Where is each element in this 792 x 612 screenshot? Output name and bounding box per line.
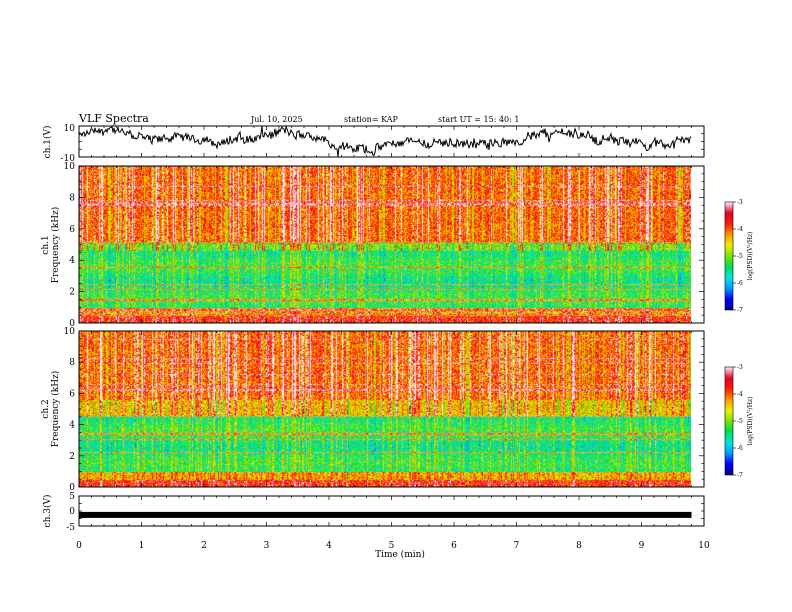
colorbar-tick-label: -3 [737,199,743,206]
ch3-ytick-minus5: -5 [66,523,75,533]
ch1-ytick-10: 10 [64,124,76,134]
ch1-spectrogram-ylabel: Frequency (kHz) [50,207,61,284]
colorbar-tick-label: -3 [737,364,743,371]
ch1-spectrogram-image [79,166,691,323]
ch2-colorbar-frame [724,366,734,476]
ch2-spectrogram-frame [78,330,705,488]
ch2-spectrogram-ylabel: Frequency (kHz) [50,371,61,448]
ch2-colorbar-ticks: -3 -4 -5 -6 -7 [733,364,743,479]
colorbar-tick-label: -5 [737,418,743,425]
y-tick-label: 0 [69,319,75,329]
ch2-spectrogram-yticks: 0 2 4 6 8 10 [64,327,704,493]
ch2-spectrogram-ylabel-top: ch.2 [41,399,51,418]
x-tick-label: 1 [139,541,145,551]
figure-title: VLF Spectra [79,112,149,125]
colorbar-tick-label: -7 [737,472,743,479]
colorbar-tick-label: -5 [737,253,743,260]
x-tick-label: 7 [514,541,520,551]
colorbar-tick-label: -4 [737,391,743,398]
ch1-colorbar-frame [724,201,734,311]
y-tick-label: 0 [69,483,75,493]
x-tick-label: 6 [451,541,457,551]
y-tick-label: 2 [69,452,75,462]
x-tick-label: 0 [76,541,82,551]
colorbar-tick-label: -4 [737,226,743,233]
x-tick-label: 4 [326,541,332,551]
y-tick-label: 10 [64,327,76,337]
x-axis-label: Time (min) [375,549,425,560]
station-label: station= KAP [344,115,398,124]
ch1-spectrogram-frame [78,165,705,324]
y-tick-label: 10 [64,162,76,172]
ch1-colorbar [725,202,733,310]
y-tick-label: 8 [69,358,75,368]
y-tick-label: 6 [69,225,75,235]
ch1-ytick-minus10: -10 [61,154,76,164]
x-tick-label: 8 [576,541,582,551]
ch2-spectrogram-image [79,331,691,487]
colorbar-tick-label: -7 [737,307,743,314]
x-tick-labels: 0 1 2 3 4 5 6 7 8 9 10 [76,541,710,551]
ch3-waveform-trace [79,511,692,518]
ch1-waveform-frame [78,125,705,158]
ch3-ytick-0: 0 [69,507,75,517]
ch3-waveform-frame [78,495,705,527]
ch3-ytick-5: 5 [69,492,75,502]
ch1-waveform-trace [78,124,692,157]
y-tick-label: 8 [69,193,75,203]
x-tick-label: 5 [389,541,395,551]
ch2-colorbar-label: log(PSD)(V²/Hz) [747,397,754,446]
ch2-colorbar [725,367,733,475]
ch1-spectrogram-ylabel-top: ch.1 [41,235,51,254]
ch1-colorbar-label: log(PSD)(V²/Hz) [747,232,754,281]
y-tick-label: 2 [69,288,75,298]
date-label: Jul. 10, 2025 [251,115,303,124]
y-tick-label: 4 [69,256,75,266]
x-tick-label: 9 [639,541,645,551]
ch1-waveform-ylabel: ch.1(V) [42,126,53,159]
ch3-waveform-ylabel: ch.3(V) [42,495,53,528]
ch1-colorbar-ticks: -3 -4 -5 -6 -7 [733,199,743,314]
tick-marks [78,125,705,527]
colorbar-tick-label: -6 [737,445,743,452]
ch1-spectrogram-yticks: 0 2 4 6 8 10 [64,162,704,329]
start-time-label: start UT = 15: 40: 1 [438,115,520,124]
y-tick-label: 4 [69,421,75,431]
x-tick-label: 10 [698,541,710,551]
colorbar-tick-label: -6 [737,280,743,287]
x-tick-label: 3 [264,541,270,551]
y-tick-label: 6 [69,389,75,399]
x-tick-label: 2 [201,541,207,551]
